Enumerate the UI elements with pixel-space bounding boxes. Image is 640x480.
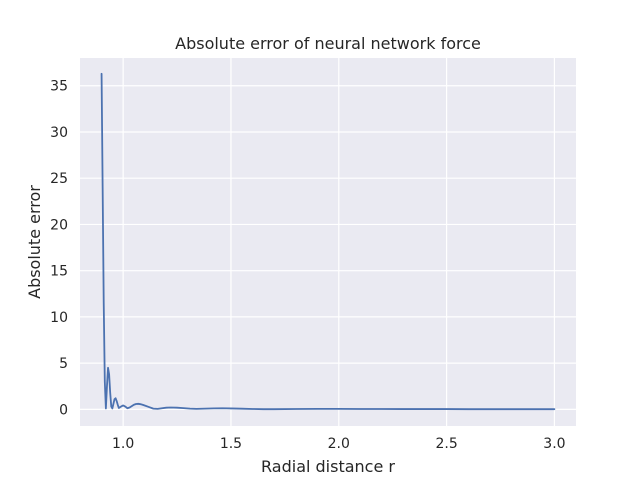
y-tick-label: 0 (59, 402, 68, 418)
y-tick-label: 20 (50, 217, 68, 233)
chart-title: Absolute error of neural network force (175, 34, 481, 53)
y-axis-ticks: 0 5 10 15 20 25 30 35 (50, 79, 68, 419)
x-tick-label: 1.5 (220, 436, 242, 452)
y-tick-label: 15 (50, 264, 68, 280)
x-tick-label: 2.0 (328, 436, 350, 452)
y-tick-label: 10 (50, 310, 68, 326)
series-group (100, 72, 556, 411)
plot-area (80, 58, 576, 426)
y-tick-label: 35 (50, 79, 68, 95)
x-tick-label: 3.0 (543, 436, 565, 452)
y-tick-label: 30 (50, 125, 68, 141)
error-series-line (100, 72, 556, 411)
x-tick-label: 1.0 (112, 436, 134, 452)
x-tick-label: 2.5 (435, 436, 457, 452)
y-tick-label: 5 (59, 356, 68, 372)
y-tick-label: 25 (50, 171, 68, 187)
x-axis-label: Radial distance r (261, 457, 395, 476)
y-axis-label: Absolute error (25, 185, 44, 299)
x-axis-ticks: 1.0 1.5 2.0 2.5 3.0 (112, 436, 566, 452)
